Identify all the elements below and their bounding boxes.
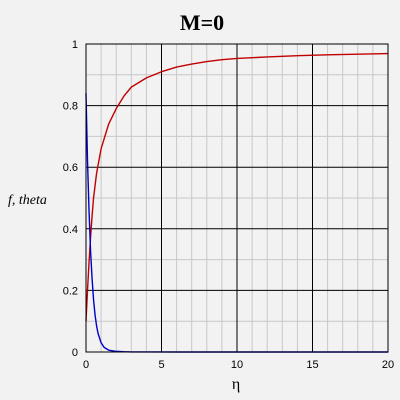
y-tick-label: 0 (72, 347, 78, 359)
ticks: 0 5 10 15 20 0 0.2 0.4 0.6 0.8 1 (63, 39, 394, 371)
y-tick-label: 1 (72, 39, 78, 51)
series-line-1 (85, 52, 389, 322)
plot-frame (85, 43, 389, 353)
y-tick-label: 0.6 (63, 162, 78, 174)
grid (85, 43, 389, 353)
y-tick-label: 0.4 (63, 224, 78, 236)
x-axis-label: η (232, 376, 240, 393)
y-axis-label: f, theta (8, 193, 47, 208)
x-tick-label: 20 (382, 359, 394, 371)
chart-title: M=0 (180, 10, 224, 35)
y-tick-label: 0.8 (63, 101, 78, 113)
x-tick-label: 15 (306, 359, 318, 371)
x-tick-label: 0 (83, 359, 89, 371)
y-tick-label: 0.2 (63, 285, 78, 297)
x-tick-label: 10 (231, 359, 243, 371)
x-tick-label: 5 (158, 359, 164, 371)
